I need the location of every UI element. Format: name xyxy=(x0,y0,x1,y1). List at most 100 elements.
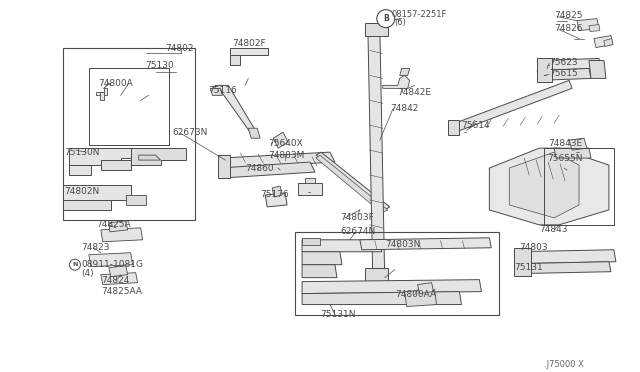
Polygon shape xyxy=(490,148,609,225)
Text: 74803: 74803 xyxy=(519,243,548,252)
Polygon shape xyxy=(449,80,572,133)
Polygon shape xyxy=(316,155,388,213)
Polygon shape xyxy=(360,238,492,250)
Polygon shape xyxy=(509,152,579,218)
Text: 08911-1081G: 08911-1081G xyxy=(81,260,143,269)
Polygon shape xyxy=(63,185,131,200)
Polygon shape xyxy=(537,68,591,80)
Text: 74800A: 74800A xyxy=(98,79,132,88)
Polygon shape xyxy=(211,89,222,95)
Text: 74842: 74842 xyxy=(390,104,418,113)
Text: .J75000 X: .J75000 X xyxy=(544,360,584,369)
Polygon shape xyxy=(404,290,436,307)
Polygon shape xyxy=(265,193,287,207)
Polygon shape xyxy=(273,132,288,148)
Text: 75640X: 75640X xyxy=(268,139,303,148)
Text: 74883M: 74883M xyxy=(268,151,305,160)
Text: B: B xyxy=(383,14,388,23)
Text: 75116: 75116 xyxy=(209,86,237,95)
Text: 75131N: 75131N xyxy=(320,310,355,319)
Polygon shape xyxy=(218,155,230,178)
Text: 74842E: 74842E xyxy=(397,88,432,97)
Text: 74802: 74802 xyxy=(166,44,194,53)
Polygon shape xyxy=(139,155,161,160)
Polygon shape xyxy=(248,128,260,138)
Text: 74803F: 74803F xyxy=(340,214,374,222)
Text: 74802N: 74802N xyxy=(64,187,99,196)
Polygon shape xyxy=(302,238,320,245)
Text: 75615: 75615 xyxy=(549,69,578,78)
Polygon shape xyxy=(131,148,186,165)
Polygon shape xyxy=(447,120,460,135)
Text: 74823: 74823 xyxy=(81,243,109,252)
Text: 74843E: 74843E xyxy=(548,139,582,148)
Polygon shape xyxy=(302,292,461,305)
Polygon shape xyxy=(569,138,587,150)
Polygon shape xyxy=(101,228,143,242)
Polygon shape xyxy=(365,268,388,285)
Polygon shape xyxy=(316,152,390,210)
Polygon shape xyxy=(89,253,132,267)
Polygon shape xyxy=(302,252,342,265)
Text: 74802F: 74802F xyxy=(232,39,266,48)
Polygon shape xyxy=(554,148,591,158)
Text: 74825: 74825 xyxy=(554,11,582,20)
Polygon shape xyxy=(302,240,382,252)
Text: 75130N: 75130N xyxy=(64,148,99,157)
Polygon shape xyxy=(577,19,599,31)
Polygon shape xyxy=(96,89,107,95)
Polygon shape xyxy=(537,58,552,82)
Text: 74826: 74826 xyxy=(554,24,582,33)
Polygon shape xyxy=(594,36,613,48)
Text: 74843: 74843 xyxy=(539,225,568,234)
Polygon shape xyxy=(125,195,146,205)
Polygon shape xyxy=(302,265,337,278)
Polygon shape xyxy=(589,25,600,32)
Text: 75130: 75130 xyxy=(146,61,175,70)
Text: 75623: 75623 xyxy=(549,58,578,67)
Polygon shape xyxy=(220,152,335,168)
Polygon shape xyxy=(515,248,531,276)
Text: 74825A: 74825A xyxy=(96,220,131,230)
Text: 75614: 75614 xyxy=(461,121,490,130)
Polygon shape xyxy=(400,68,410,76)
Circle shape xyxy=(69,259,81,270)
Polygon shape xyxy=(298,183,322,195)
Text: 75655N: 75655N xyxy=(547,154,582,163)
Polygon shape xyxy=(109,221,128,232)
Text: 75131: 75131 xyxy=(515,263,543,272)
Text: 08157-2251F: 08157-2251F xyxy=(392,10,447,19)
Polygon shape xyxy=(604,39,613,46)
Circle shape xyxy=(377,10,395,28)
Polygon shape xyxy=(211,86,255,135)
Text: 74825AA: 74825AA xyxy=(101,287,142,296)
Text: (6): (6) xyxy=(395,18,406,27)
Polygon shape xyxy=(365,23,388,36)
Polygon shape xyxy=(69,165,91,175)
Text: 62674N: 62674N xyxy=(340,227,375,236)
Text: N: N xyxy=(72,262,77,267)
Polygon shape xyxy=(218,162,315,178)
Text: (4): (4) xyxy=(81,269,93,278)
Text: 74824: 74824 xyxy=(101,276,129,285)
Text: 62673N: 62673N xyxy=(173,128,208,137)
Polygon shape xyxy=(537,58,601,70)
Polygon shape xyxy=(100,92,104,100)
Polygon shape xyxy=(302,280,481,294)
Polygon shape xyxy=(69,148,131,165)
Polygon shape xyxy=(305,178,315,183)
Polygon shape xyxy=(101,160,131,170)
Polygon shape xyxy=(109,266,128,277)
Polygon shape xyxy=(272,186,282,197)
Text: 74860: 74860 xyxy=(245,164,274,173)
Polygon shape xyxy=(63,200,111,210)
Text: 74800AA: 74800AA xyxy=(395,290,436,299)
Polygon shape xyxy=(230,55,240,65)
Polygon shape xyxy=(418,283,433,294)
Polygon shape xyxy=(383,76,410,89)
Polygon shape xyxy=(230,48,268,55)
Polygon shape xyxy=(589,61,606,78)
Polygon shape xyxy=(515,250,616,264)
Polygon shape xyxy=(101,273,138,285)
Polygon shape xyxy=(515,262,611,274)
